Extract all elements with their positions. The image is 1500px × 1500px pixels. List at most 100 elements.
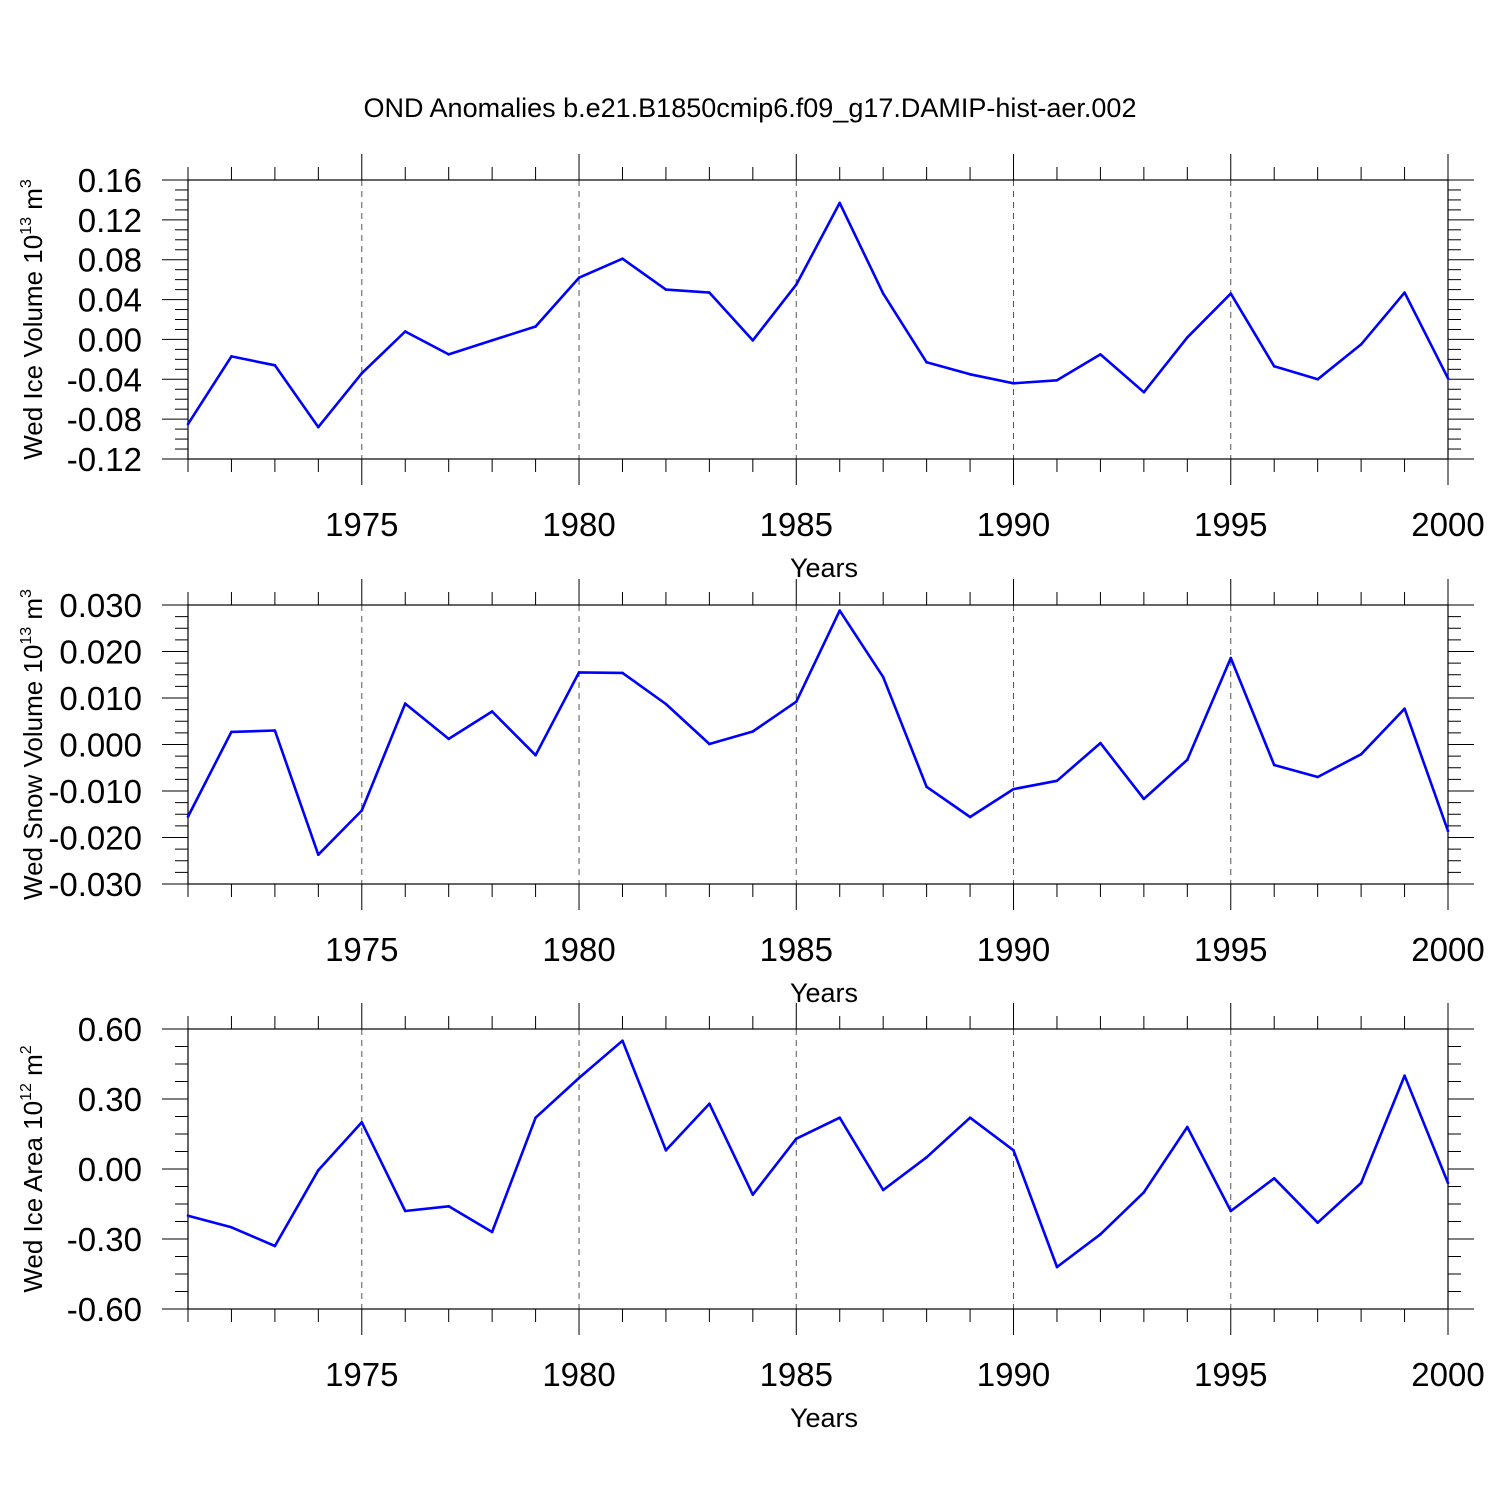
data-point-1996 [1272, 1177, 1276, 1180]
data-point-1987 [881, 292, 885, 295]
data-point-1998 [1359, 752, 1363, 756]
data-point-1984 [751, 1193, 755, 1196]
data-point-1978 [490, 1230, 494, 1234]
x-tick-label: 1985 [760, 506, 833, 543]
data-point-1974 [317, 425, 320, 429]
x-tick-label: 1975 [325, 506, 398, 543]
data-point-1972 [230, 730, 233, 734]
y-tick-label: -0.030 [48, 866, 142, 903]
data-point-1987 [881, 1188, 885, 1192]
y-axis-label: Wed Ice Volume 1013 m3 [18, 179, 48, 460]
data-point-1989 [968, 815, 972, 819]
data-point-1978 [490, 339, 494, 342]
x-tick-label: 1985 [760, 931, 833, 968]
data-point-1982 [664, 1149, 668, 1152]
data-point-1994 [1186, 1125, 1189, 1129]
data-point-1986 [838, 1116, 842, 1119]
y-axis-label-part: m [18, 188, 48, 217]
y-axis-label-superscript: 12 [18, 1083, 35, 1101]
x-tick-label: 2000 [1411, 1356, 1484, 1393]
data-point-1978 [490, 710, 494, 713]
y-tick-label: -0.60 [67, 1291, 142, 1328]
data-point-1977 [447, 353, 450, 356]
x-tick-label: 1980 [542, 931, 615, 968]
x-tick-label: 1980 [542, 506, 615, 543]
data-point-2000 [1446, 1181, 1450, 1185]
x-axis-label: Years [790, 978, 858, 1008]
x-tick-label: 1995 [1194, 506, 1267, 543]
y-axis-label: Wed Snow Volume 1013 m3 [18, 589, 48, 900]
data-point-1988 [925, 361, 928, 364]
data-point-1972 [230, 355, 233, 358]
data-point-1986 [838, 609, 842, 612]
data-point-1976 [403, 1209, 407, 1213]
y-tick-label: 0.030 [59, 587, 142, 624]
data-point-1975 [360, 1121, 364, 1124]
plot-frame [187, 1028, 1449, 1310]
data-point-1985 [794, 283, 798, 286]
y-tick-label: 0.12 [78, 202, 142, 239]
data-point-1995 [1229, 1209, 1233, 1213]
data-point-1991 [1055, 378, 1059, 382]
data-point-1981 [621, 1039, 624, 1042]
data-point-1991 [1055, 1265, 1059, 1269]
x-tick-label: 1980 [542, 1356, 615, 1393]
data-point-1984 [751, 339, 755, 342]
data-point-1980 [577, 276, 581, 279]
y-axis-label-superscript: 2 [18, 1045, 35, 1054]
data-point-1997 [1316, 377, 1319, 381]
data-point-1971 [186, 422, 190, 426]
data-point-1999 [1403, 1074, 1406, 1077]
series-line [186, 201, 1450, 429]
data-point-1981 [621, 671, 624, 675]
ice-area-panel: 1975 1980 1985 1990 1995 2000 Years -0.60 -0.30 0… [18, 1003, 1485, 1433]
x-tick-label: 1985 [760, 1356, 833, 1393]
x-tick-label: 1990 [977, 506, 1050, 543]
data-point-1994 [1186, 336, 1189, 339]
y-tick-label: 0.010 [59, 680, 142, 717]
data-point-1972 [230, 1226, 233, 1229]
data-point-1998 [1359, 1181, 1363, 1185]
data-point-1985 [794, 1137, 798, 1140]
data-point-1991 [1055, 779, 1059, 783]
x-tick-label: 1995 [1194, 931, 1267, 968]
data-point-1979 [534, 753, 537, 757]
data-point-1985 [794, 700, 798, 704]
y-axis-label-part: Wed Ice Area 10 [18, 1101, 48, 1293]
data-point-1971 [186, 815, 190, 818]
y-axis-label-superscript: 13 [18, 217, 35, 235]
data-point-1980 [577, 671, 581, 674]
data-point-1974 [317, 853, 320, 857]
data-point-1973 [273, 729, 277, 732]
x-tick-label: 2000 [1411, 931, 1484, 968]
data-point-1982 [664, 288, 668, 291]
plot-frame [187, 604, 1449, 885]
y-axis-label-superscript: 3 [18, 589, 35, 598]
data-point-1976 [403, 330, 407, 333]
x-axis-label: Years [790, 1403, 858, 1433]
data-point-1971 [186, 1214, 190, 1217]
data-point-1990 [1012, 381, 1015, 385]
x-tick-label: 1990 [977, 1356, 1050, 1393]
data-point-1995 [1229, 292, 1233, 295]
chart-title: OND Anomalies b.e21.B1850cmip6.f09_g17.D… [364, 93, 1137, 123]
data-point-1989 [968, 1116, 972, 1119]
x-tick-label: 2000 [1411, 506, 1484, 543]
data-point-1983 [708, 291, 711, 294]
data-point-1983 [708, 1102, 711, 1105]
data-point-1973 [273, 364, 277, 367]
data-point-1980 [577, 1076, 581, 1080]
y-tick-label: 0.00 [78, 321, 142, 358]
plot-frame [187, 179, 1449, 460]
y-axis-label-superscript: 3 [18, 179, 35, 188]
data-point-1990 [1012, 787, 1015, 791]
data-point-1997 [1316, 1221, 1319, 1224]
data-point-1992 [1099, 1233, 1102, 1236]
data-point-1979 [534, 325, 537, 328]
y-axis-label-superscript: 13 [18, 627, 35, 645]
y-tick-label: 0.60 [78, 1011, 142, 1048]
data-point-1993 [1142, 390, 1146, 394]
y-axis-label-part: Wed Snow Volume 10 [18, 645, 48, 900]
data-point-1999 [1403, 291, 1406, 294]
